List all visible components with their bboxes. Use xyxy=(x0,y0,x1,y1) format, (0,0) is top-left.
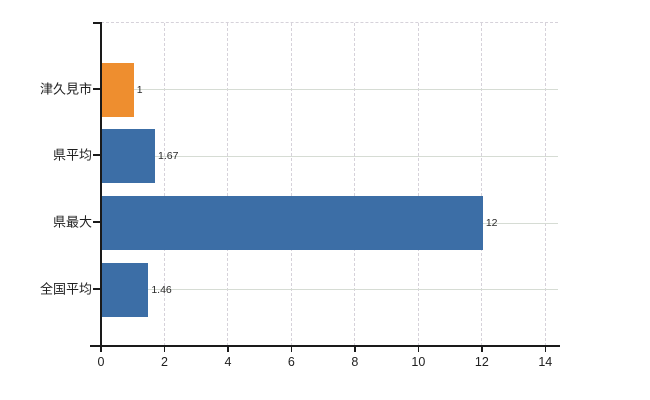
x-tick xyxy=(290,347,293,352)
x-tick-label: 2 xyxy=(160,355,168,369)
x-tick xyxy=(481,347,483,352)
y-tick xyxy=(93,221,100,223)
grid-line-vertical xyxy=(354,23,356,346)
x-tick-label: 14 xyxy=(538,355,553,369)
bar-value-label: 1 xyxy=(136,83,143,96)
bar xyxy=(102,262,149,317)
bar xyxy=(102,196,483,250)
bar-value-label: 1.67 xyxy=(157,150,179,163)
x-tick-label: 4 xyxy=(224,355,232,369)
x-tick xyxy=(354,347,356,352)
category-label: 県最大 xyxy=(52,214,92,230)
category-label: 全国平均 xyxy=(39,281,92,297)
grid-line-horizontal xyxy=(101,155,558,157)
bar xyxy=(102,62,134,117)
category-label: 県平均 xyxy=(52,147,92,163)
grid-line-horizontal xyxy=(101,289,558,291)
bar-value-label: 1.46 xyxy=(151,283,172,296)
y-axis-top-tick xyxy=(93,21,100,24)
y-tick xyxy=(93,154,100,157)
x-tick-label: 10 xyxy=(411,355,426,369)
x-tick-label: 12 xyxy=(474,355,489,369)
grid-line-vertical xyxy=(227,23,229,346)
x-tick xyxy=(544,347,547,352)
x-tick xyxy=(163,347,166,352)
x-axis-line xyxy=(90,345,560,347)
grid-line-horizontal xyxy=(101,89,558,91)
grid-line-vertical xyxy=(417,23,419,346)
y-tick xyxy=(93,287,100,290)
bar xyxy=(102,129,155,184)
grid-line-vertical xyxy=(544,23,546,346)
bar-value-label: 12 xyxy=(485,216,498,229)
category-label: 津久見市 xyxy=(39,81,92,97)
x-tick-label: 0 xyxy=(97,355,105,369)
x-tick xyxy=(100,347,102,352)
x-tick-label: 8 xyxy=(351,355,359,369)
x-tick xyxy=(227,347,229,352)
x-tick-label: 6 xyxy=(287,355,295,369)
x-tick xyxy=(417,347,420,352)
plot-area: 1 1.67 12 1.46 xyxy=(101,22,558,346)
y-tick xyxy=(93,87,100,90)
grid-line-vertical xyxy=(163,23,165,346)
grid-line-vertical xyxy=(290,23,292,346)
grid-line-vertical xyxy=(481,23,483,346)
y-axis-line xyxy=(100,22,102,346)
